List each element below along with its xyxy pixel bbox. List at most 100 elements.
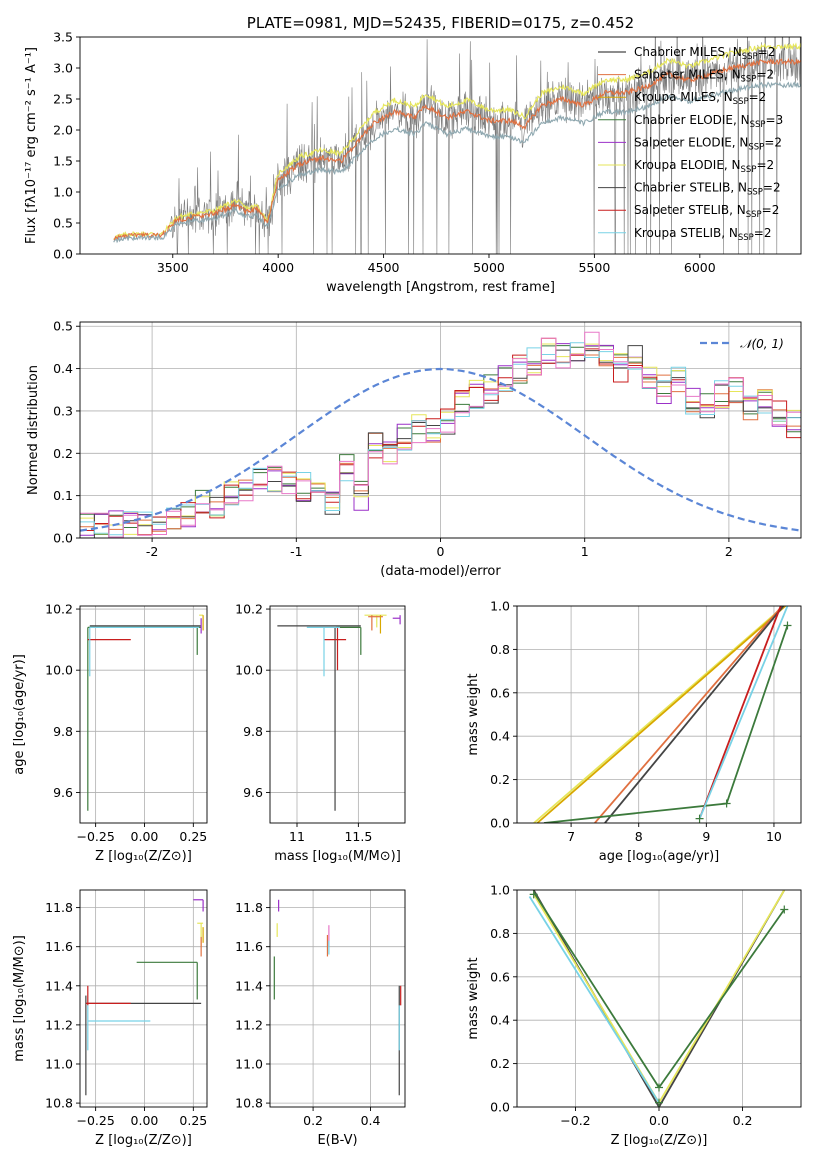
x-tick-label: −0.25 — [76, 1113, 114, 1128]
data-point-marker — [655, 1098, 663, 1107]
y-tick-label: 11.6 — [45, 939, 73, 954]
normal-reference-curve — [80, 367, 801, 532]
legend-entry: Kroupa MILES, NSSP=2 — [634, 90, 766, 107]
x-tick-label: 5000 — [473, 260, 505, 275]
x-tick-label: 4500 — [368, 260, 400, 275]
x-tick-label: 10 — [766, 829, 782, 844]
axes-frame — [79, 605, 208, 824]
spectrum-marks — [113, 37, 801, 254]
y-tick-label: 11.8 — [235, 900, 263, 915]
residuals-panel: -2 -1 0 1 2 0.0 0.1 0.2 0.3 0.4 0.5 (data-model)/er… — [26, 319, 802, 579]
data-point-marker — [783, 621, 792, 630]
mass-weight-line — [533, 606, 785, 823]
y-tick-label: 1.0 — [53, 185, 73, 200]
y-tick-label: 2.0 — [53, 123, 73, 138]
x-axis-label: wavelength [Angstrom, rest frame] — [326, 280, 555, 295]
x-tick-label: 11.5 — [344, 829, 372, 844]
mass-vs-Z-panel: −0.25 0.00 0.25 10.8 11.0 11.2 11.4 11.6 11.8 Z [… — [12, 889, 208, 1148]
legend-entry: Chabrier ELODIE, NSSP=3 — [634, 113, 783, 130]
y-tick-label: 0.5 — [53, 216, 73, 231]
x-tick-label: 9 — [702, 829, 710, 844]
y-tick-label: 0.0 — [490, 816, 510, 831]
y-tick-label: 0.2 — [490, 772, 510, 787]
axes-frame — [269, 889, 406, 1108]
y-tick-label: 0.4 — [490, 1013, 510, 1028]
legend-entry: Kroupa ELODIE, NSSP=2 — [634, 158, 774, 175]
x-axis-label: mass [log₁₀(M/M⊙)] — [274, 849, 401, 864]
y-tick-label: 0.2 — [490, 1056, 510, 1071]
y-tick-label: 10.8 — [235, 1096, 263, 1111]
x-tick-label: 1 — [581, 544, 589, 559]
y-axis-label: age [log₁₀(age/yr)] — [12, 654, 27, 775]
legend-entry: Kroupa STELIB, NSSP=2 — [634, 226, 772, 243]
residual-histogram — [80, 331, 801, 538]
mass-weight-line — [594, 606, 783, 823]
x-axis-label: age [log₁₀(age/yr)] — [599, 849, 720, 864]
mass-weight-line — [604, 606, 785, 823]
x-tick-label: 3500 — [157, 260, 189, 275]
y-axis-label: Flux [fλ10⁻¹⁷ erg cm⁻² s⁻¹ A⁻¹] — [24, 47, 39, 244]
x-tick-label: −0.25 — [76, 829, 114, 844]
x-tick-label: 5500 — [578, 260, 610, 275]
data-point-marker — [529, 890, 538, 899]
x-tick-label: 7 — [567, 829, 575, 844]
x-tick-label: 8 — [635, 829, 643, 844]
x-tick-label: 0 — [437, 544, 445, 559]
y-tick-label: 9.6 — [243, 785, 263, 800]
x-tick-label: 6000 — [684, 260, 716, 275]
y-tick-label: 1.0 — [490, 599, 510, 614]
residual-histogram — [80, 343, 801, 535]
y-tick-label: 10.2 — [235, 602, 263, 617]
y-tick-label: 0.4 — [490, 729, 510, 744]
x-axis-label: Z [log₁₀(Z/Z⊙)] — [95, 849, 192, 864]
y-tick-label: 11.0 — [235, 1056, 263, 1071]
y-tick-label: 11.8 — [45, 900, 73, 915]
y-tick-label: 0.2 — [53, 446, 73, 461]
x-axis-label: Z [log₁₀(Z/Z⊙)] — [95, 1133, 192, 1148]
age-vs-Z-marks — [87, 614, 204, 811]
legend-entry: 𝒩(0, 1) — [740, 337, 784, 351]
mass-weight-line — [543, 625, 789, 823]
y-tick-label: 0.5 — [53, 319, 73, 334]
x-tick-label: 0.00 — [131, 1113, 159, 1128]
x-axis-label: Z [log₁₀(Z/Z⊙)] — [611, 1133, 708, 1148]
mass-weight-line — [536, 606, 786, 823]
spectrum-legend: Chabrier MILES, NSSP=2 Salpeter MILES, NS… — [598, 45, 783, 243]
y-tick-label: 10.2 — [45, 602, 73, 617]
residual-histogram — [80, 342, 801, 536]
y-tick-label: 0.6 — [490, 969, 510, 984]
y-tick-label: 0.0 — [53, 531, 73, 546]
y-tick-label: 11.6 — [235, 939, 263, 954]
mass-vs-ebv-panel: 0.2 0.4 10.8 11.0 11.2 11.4 11.6 11.8 E(B-V) — [235, 889, 406, 1148]
y-tick-label: 0.8 — [490, 926, 510, 941]
x-tick-label: 11 — [289, 829, 305, 844]
y-tick-label: 11.2 — [45, 1017, 73, 1032]
legend-entry: Salpeter MILES, NSSP=2 — [634, 68, 774, 85]
y-tick-label: 11.4 — [45, 978, 73, 993]
y-tick-label: 10.0 — [45, 663, 73, 678]
axes-frame — [269, 605, 406, 824]
legend-entry: Salpeter STELIB, NSSP=2 — [634, 203, 779, 220]
y-tick-label: 9.8 — [53, 724, 73, 739]
legend-entry: Chabrier STELIB, NSSP=2 — [634, 181, 781, 198]
data-point-marker — [655, 1083, 663, 1092]
y-tick-label: 0.4 — [53, 361, 73, 376]
data-point-marker — [722, 799, 731, 808]
y-tick-label: 9.6 — [53, 785, 73, 800]
y-tick-label: 0.0 — [53, 247, 73, 262]
x-tick-label: −0.2 — [560, 1113, 590, 1128]
y-tick-label: 0.1 — [53, 488, 73, 503]
y-tick-label: 1.5 — [53, 154, 73, 169]
legend-entry: Salpeter ELODIE, NSSP=2 — [634, 135, 782, 152]
x-tick-label: 0.4 — [361, 1113, 381, 1128]
y-tick-label: 2.5 — [53, 92, 73, 107]
axes-frame — [516, 605, 802, 824]
age-vs-mass-panel: 11 11.5 9.6 9.8 10.0 10.2 mass [log₁₀(M/M⊙)] — [235, 602, 406, 864]
x-axis-label: E(B-V) — [317, 1133, 357, 1148]
y-tick-label: 0.6 — [490, 685, 510, 700]
mass-weight-vs-age-marks — [533, 606, 792, 823]
residual-histogram — [80, 345, 801, 538]
mass-vs-Z-marks — [85, 899, 204, 1096]
x-tick-label: 0.2 — [733, 1113, 753, 1128]
